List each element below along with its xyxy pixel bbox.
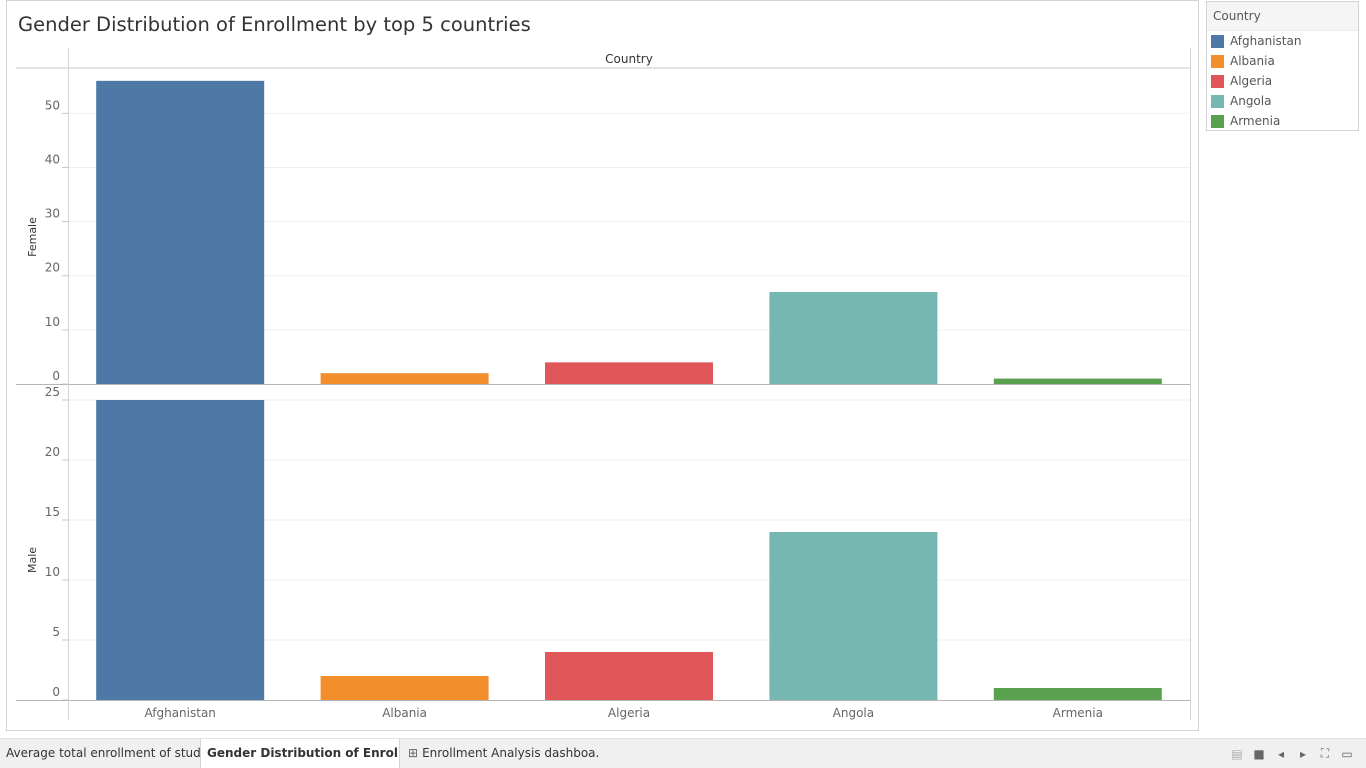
male-bar-armenia	[993, 688, 1162, 700]
presentation-mode-icon[interactable]: ▭	[1341, 746, 1353, 761]
female-bar-armenia	[993, 378, 1162, 384]
female-tick-label: 20	[45, 261, 60, 275]
legend-swatch	[1211, 54, 1224, 68]
legend-swatch	[1211, 74, 1224, 88]
female-bar-albania	[320, 373, 489, 384]
previous-sheet-icon[interactable]: ◂	[1277, 746, 1285, 761]
sheet-sorter-icon[interactable]: ■	[1253, 746, 1265, 761]
x-tick-label: Angola	[833, 706, 874, 720]
legend-item-algeria[interactable]: Algeria	[1207, 71, 1358, 91]
dashboard-icon: ⊞	[408, 746, 419, 760]
male-tick-label: 15	[45, 505, 60, 519]
bar-chart: Country 0 10 20 30 40 50 Female 0 5 10 15 20 25 Male Af…	[16, 48, 1191, 720]
tab-average-enrollment[interactable]: Average total enrollment of stud...	[0, 739, 200, 768]
sheet-tab-bar: Average total enrollment of stud... Gend…	[0, 738, 1366, 768]
legend-label: Albania	[1230, 54, 1275, 68]
x-tick-label: Afghanistan	[144, 706, 215, 720]
legend-title: Country	[1207, 2, 1358, 31]
female-tick-label: 30	[45, 207, 60, 221]
tab-enrollment-dashboard[interactable]: ⊞ Enrollment Analysis dashboa...	[402, 739, 600, 768]
x-tick-label: Albania	[382, 706, 427, 720]
tab-label: Gender Distribution of Enrollm...	[207, 746, 399, 760]
legend-swatch	[1211, 34, 1224, 48]
male-bar-albania	[320, 676, 489, 700]
next-sheet-icon[interactable]: ▸	[1299, 746, 1307, 761]
legend-label: Angola	[1230, 94, 1272, 108]
male-tick-label: 25	[45, 385, 60, 399]
female-axis-label: Female	[26, 217, 39, 257]
column-header: Country	[605, 52, 653, 66]
chart-title: Gender Distribution of Enrollment by top…	[18, 13, 531, 36]
legend-swatch	[1211, 114, 1224, 128]
male-axis-label: Male	[26, 547, 39, 573]
female-tick-label: 40	[45, 152, 60, 166]
female-tick-label: 50	[45, 98, 60, 112]
tab-label: Average total enrollment of stud...	[6, 746, 200, 760]
female-bar-algeria	[545, 362, 713, 384]
filmstrip-icon[interactable]: ▤	[1231, 746, 1243, 761]
male-bar-afghanistan	[96, 400, 265, 700]
fullscreen-icon[interactable]: ⛶	[1320, 746, 1330, 760]
tab-label: Enrollment Analysis dashboa...	[422, 746, 600, 760]
tab-controls: ▤ ■ ◂ ▸ ⛶ ▭	[1226, 739, 1358, 768]
male-bar-algeria	[545, 652, 713, 700]
male-tick-label: 5	[52, 625, 60, 639]
male-tick-label: 10	[45, 565, 60, 579]
x-tick-label: Algeria	[608, 706, 650, 720]
male-tick-label: 20	[45, 445, 60, 459]
legend-swatch	[1211, 94, 1224, 108]
legend-item-albania[interactable]: Albania	[1207, 51, 1358, 71]
legend-label: Algeria	[1230, 74, 1273, 88]
x-tick-label: Armenia	[1053, 706, 1103, 720]
legend-label: Armenia	[1230, 114, 1281, 128]
legend: Country Afghanistan Albania Algeria Ango…	[1206, 1, 1359, 131]
female-tick-label: 10	[45, 315, 60, 329]
legend-item-afghanistan[interactable]: Afghanistan	[1207, 31, 1358, 51]
legend-item-armenia[interactable]: Armenia	[1207, 111, 1358, 131]
female-bar-afghanistan	[96, 80, 265, 385]
male-bar-angola	[769, 532, 938, 700]
legend-item-angola[interactable]: Angola	[1207, 91, 1358, 111]
tab-gender-distribution[interactable]: Gender Distribution of Enrollm...	[200, 739, 400, 768]
male-tick-label: 0	[52, 685, 60, 699]
legend-label: Afghanistan	[1230, 34, 1302, 48]
female-bar-angola	[769, 291, 938, 384]
female-tick-label: 0	[52, 369, 60, 383]
